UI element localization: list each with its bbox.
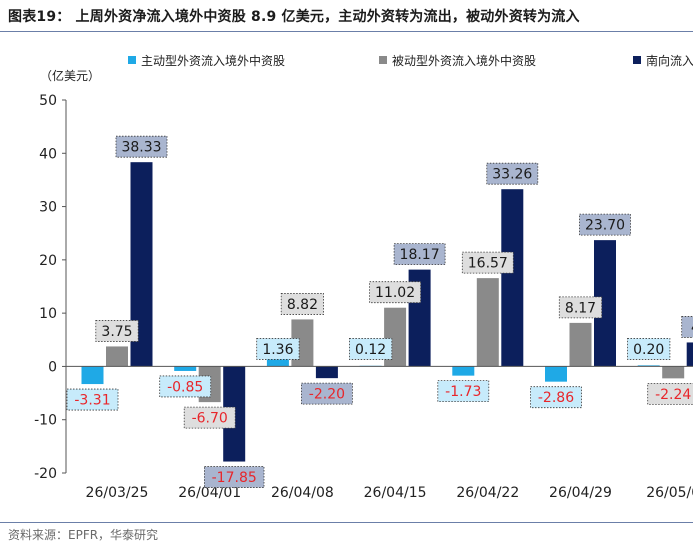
chart-title: 图表19： 上周外资净流入境外中资股 8.9 亿美元，主动外资转为流出，被动外资… [8,9,580,25]
bar-s2-26/03/25 [106,346,128,367]
data-label-s3-26/04/01: -17.85 [203,466,265,488]
data-label-s1-26/04/15: 0.12 [348,338,393,360]
y-tick-label: -10 [34,413,57,429]
bar-s3-26/04/29 [594,240,616,367]
legend-swatch-2 [379,56,387,64]
bar-s1-26/04/08 [266,359,289,367]
data-label-s2-26/04/01: -6.70 [183,406,236,429]
svg-text:3.75: 3.75 [101,324,132,340]
svg-text:8.17: 8.17 [565,300,596,316]
data-label-s1-26/04/29: -2.86 [530,386,582,409]
bar-s1-26/04/22 [452,366,475,376]
svg-text:-2.86: -2.86 [538,390,574,406]
y-tick-label: -20 [34,466,57,482]
svg-text:4.: 4. [691,320,693,336]
data-label-s2-26/05/06: -2.24 [647,382,693,405]
bar-s1-26/05/06 [637,365,660,367]
data-label-s3-26/03/25: 38.33 [115,135,168,158]
data-label-s2-26/03/25: 3.75 [95,320,139,342]
x-tick-label: 26/04/08 [271,485,334,501]
legend: 主动型外资流入境外中资股 被动型外资流入境外中资股 南向流入 [128,53,693,68]
svg-text:-6.70: -6.70 [192,411,228,427]
svg-text:-2.24: -2.24 [655,387,691,403]
data-label-s3-26/05/06: 4. [681,316,693,338]
svg-text:-3.31: -3.31 [74,393,110,409]
x-tick-label: 26/04/29 [549,485,612,501]
bar-s2-26/04/29 [569,322,592,367]
bar-s3-26/04/22 [501,189,524,367]
bar-s1-26/03/25 [81,366,104,385]
legend-label-2: 被动型外资流入境外中资股 [392,53,536,68]
title-divider [0,31,693,32]
svg-text:0.20: 0.20 [633,342,664,358]
bar-chart: 主动型外资流入境外中资股 被动型外资流入境外中资股 南向流入 （亿美元） 50 40 3… [34,53,693,501]
y-tick-label: 50 [39,93,57,109]
data-label-s1-26/03/25: -3.31 [66,388,119,411]
data-label-s3-26/04/15: 18.17 [393,243,446,266]
data-label-s1-26/04/01: -0.85 [159,375,212,398]
data-labels: -3.31 3.75 38.33 -0.85 -6.70 -17.85 1.36 8.82 -2… [66,135,693,488]
bar-s3-26/03/25 [130,162,153,367]
bar-s2-26/04/22 [476,278,499,367]
x-tick-label: 26/05/0 [646,485,693,501]
bar-s1-26/04/01 [174,366,197,371]
y-tick-label: 30 [39,200,57,216]
data-label-s2-26/04/15: 11.02 [369,281,422,304]
data-label-s3-26/04/22: 33.26 [486,162,539,185]
svg-text:11.02: 11.02 [375,285,415,301]
legend-label-1: 主动型外资流入境外中资股 [141,53,285,68]
x-tick-label: 26/04/22 [456,485,519,501]
svg-text:38.33: 38.33 [121,140,161,156]
data-label-s1-26/04/22: -1.73 [437,380,490,403]
data-label-s2-26/04/08: 8.82 [280,293,325,315]
svg-text:18.17: 18.17 [400,247,440,263]
bar-s3-26/05/06 [686,342,693,367]
y-tick-label: 20 [39,253,57,269]
x-tick-label: 26/03/25 [86,485,149,501]
y-tick-label: 0 [48,359,57,375]
y-axis-label: （亿美元） [40,68,100,83]
y-tick-label: 40 [39,146,57,162]
data-label-s3-26/04/29: 23.70 [579,213,631,236]
data-label-s3-26/04/08: -2.20 [300,382,353,405]
source-divider [0,522,693,523]
svg-text:-2.20: -2.20 [309,387,345,403]
svg-text:8.82: 8.82 [287,297,318,313]
legend-label-3: 南向流入 [646,53,693,68]
svg-text:-17.85: -17.85 [212,470,257,486]
y-axis: 50 40 30 20 10 0 -10 -20 [34,93,67,482]
legend-swatch-1 [128,56,136,64]
svg-text:0.12: 0.12 [355,342,386,358]
svg-text:-0.85: -0.85 [167,379,203,395]
bar-s2-26/05/06 [662,366,685,379]
x-tick-label: 26/04/01 [178,485,241,501]
svg-text:-1.73: -1.73 [445,384,481,400]
x-axis: 26/03/25 26/04/01 26/04/08 26/04/15 26/04/22… [86,485,693,501]
data-label-s1-26/04/08: 1.36 [256,338,300,360]
data-label-s2-26/04/29: 8.17 [558,296,603,319]
svg-text:33.26: 33.26 [492,167,532,183]
svg-text:23.70: 23.70 [585,218,625,234]
y-tick-label: 10 [39,306,57,322]
svg-text:1.36: 1.36 [262,342,293,358]
x-tick-label: 26/04/15 [364,485,427,501]
bar-s1-26/04/29 [545,366,567,382]
data-label-s2-26/04/22: 16.57 [461,251,514,274]
source-note: 资料来源：EPFR，华泰研究 [8,528,159,542]
svg-text:16.57: 16.57 [468,256,508,272]
legend-swatch-3 [633,56,641,64]
bar-s3-26/04/08 [315,366,338,379]
data-label-s1-26/05/06: 0.20 [627,338,671,360]
